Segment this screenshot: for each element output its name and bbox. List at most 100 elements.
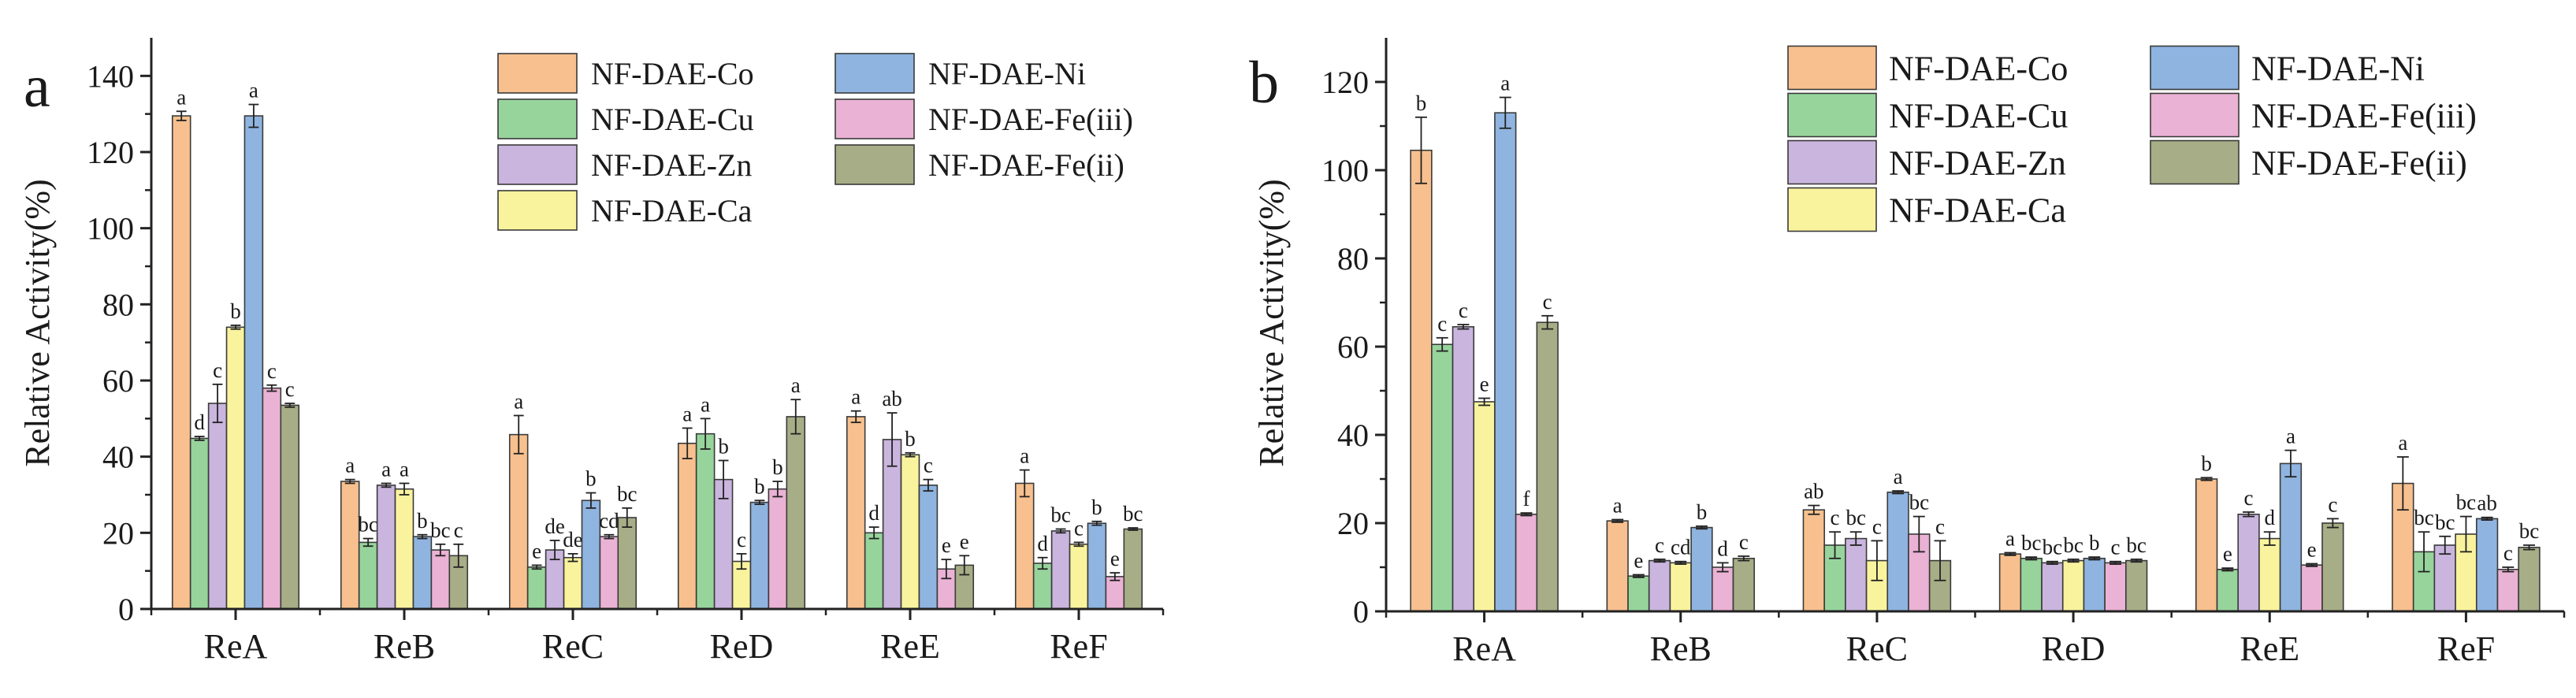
y-tick-label: 100 <box>87 211 134 247</box>
legend-label: NF-DAE-Fe(iii) <box>2251 96 2477 135</box>
bar <box>1886 491 1909 612</box>
significance-label: c <box>737 528 746 551</box>
significance-label: c <box>924 454 933 477</box>
significance-label: a <box>400 458 409 481</box>
significance-label: c <box>1872 514 1882 538</box>
y-tick-label: 120 <box>87 135 134 170</box>
significance-label: c <box>285 377 295 401</box>
bar <box>599 536 619 610</box>
significance-label: c <box>1831 506 1840 529</box>
significance-label: bc <box>2021 531 2042 555</box>
y-axis-label: Relative Activity(%) <box>1252 179 1291 466</box>
bar <box>1606 520 1629 612</box>
bar <box>2237 513 2260 612</box>
y-tick-label: 0 <box>118 592 134 627</box>
bar <box>508 433 529 610</box>
bar <box>900 454 920 610</box>
significance-label: b <box>230 299 241 323</box>
bar <box>2125 559 2148 612</box>
significance-label: b <box>905 427 916 451</box>
significance-label: bc <box>2519 519 2540 543</box>
significance-label: b <box>2089 531 2100 555</box>
significance-label: a <box>851 385 861 409</box>
y-tick-label: 100 <box>1321 153 1369 188</box>
significance-label: bc <box>2456 491 2477 514</box>
bar <box>1690 526 1713 612</box>
x-tick-label: ReD <box>2042 629 2106 668</box>
legend-swatch <box>1787 92 1877 138</box>
significance-label: a <box>345 454 355 477</box>
bar <box>1014 482 1035 610</box>
y-tick-label: 120 <box>1321 65 1369 100</box>
bar <box>786 416 806 610</box>
significance-label: f <box>1522 487 1530 511</box>
significance-label: b <box>772 455 783 479</box>
bar <box>2475 518 2499 612</box>
significance-label: c <box>1459 299 1468 322</box>
bar <box>1998 553 2022 612</box>
bar <box>581 499 601 610</box>
significance-label: ab <box>1804 480 1823 503</box>
significance-label: e <box>532 539 541 562</box>
x-tick-label: ReC <box>1846 629 1908 668</box>
significance-label: b <box>1416 91 1427 115</box>
bar <box>412 536 433 610</box>
x-tick-label: ReB <box>374 627 435 666</box>
legend-label: NF-DAE-Ca <box>1889 191 2066 229</box>
bar <box>2216 568 2240 612</box>
bar <box>2518 546 2541 612</box>
bar <box>1105 576 1125 610</box>
bar <box>563 556 583 610</box>
bar <box>280 404 300 610</box>
bar <box>1802 509 1825 612</box>
bar <box>768 488 788 610</box>
significance-label: b <box>2201 451 2212 475</box>
y-tick-label: 140 <box>87 58 134 94</box>
legend-swatch <box>1787 187 1877 232</box>
significance-label: bc <box>1050 503 1071 527</box>
y-tick-label: 20 <box>1337 506 1369 541</box>
significance-label: e <box>2307 538 2317 562</box>
bar <box>1711 566 1734 612</box>
significance-label: a <box>1894 465 1903 488</box>
significance-label: d <box>1037 532 1048 555</box>
legend-label: NF-DAE-Co <box>1889 49 2068 87</box>
legend-swatch <box>2150 92 2240 138</box>
significance-label: c <box>2110 536 2120 559</box>
significance-label: a <box>381 458 391 481</box>
bar <box>430 549 451 610</box>
bar <box>1410 150 1433 612</box>
bar <box>1473 401 1496 612</box>
x-tick-label: ReD <box>710 627 774 666</box>
significance-label: a <box>2398 431 2407 455</box>
y-axis-label: Relative Activity(%) <box>18 179 57 466</box>
bar <box>1536 321 1559 612</box>
legend-swatch <box>835 53 915 94</box>
y-tick-label: 80 <box>102 287 134 322</box>
significance-label: d <box>194 410 205 434</box>
significance-label: c <box>2328 492 2337 516</box>
significance-label: a <box>1020 444 1029 468</box>
bar <box>243 115 264 610</box>
significance-label: bc <box>430 518 451 542</box>
significance-label: c <box>213 358 222 382</box>
x-tick-label: ReC <box>542 627 604 666</box>
bar <box>2258 537 2281 612</box>
y-tick-label: 40 <box>102 440 134 475</box>
bar <box>1452 325 1475 612</box>
significance-label: a <box>177 85 186 109</box>
significance-label: bc <box>2435 511 2455 534</box>
legend-swatch <box>497 190 578 231</box>
significance-label: bc <box>617 482 637 506</box>
significance-label: c <box>2244 486 2254 510</box>
bar <box>171 115 191 610</box>
bar <box>918 485 939 610</box>
bar <box>2300 564 2323 612</box>
bar <box>1732 557 1755 612</box>
bar <box>225 326 246 610</box>
bar <box>1123 528 1143 610</box>
bar <box>2433 544 2456 612</box>
significance-label: d <box>868 501 879 525</box>
